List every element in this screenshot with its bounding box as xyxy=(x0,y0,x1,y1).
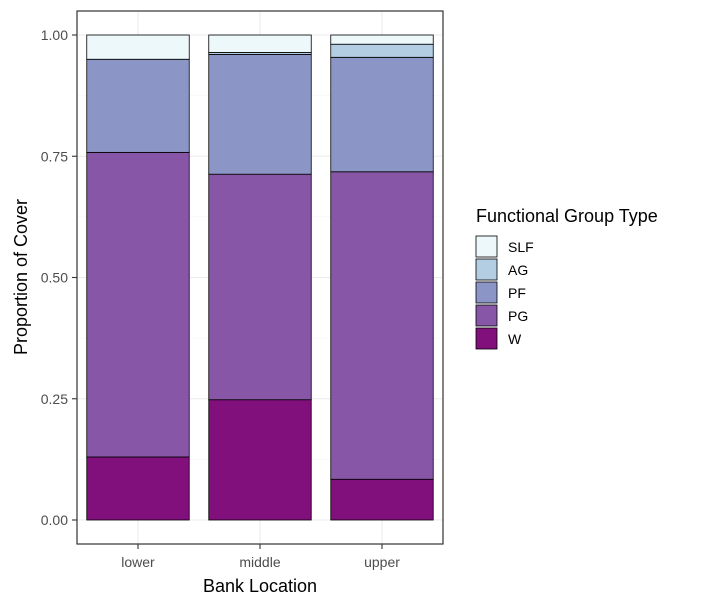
y-tick-label: 0.00 xyxy=(41,512,68,528)
legend-label-pf: PF xyxy=(508,285,526,301)
bar-segment-pg-lower xyxy=(86,151,190,458)
y-tick-label: 1.00 xyxy=(41,27,68,43)
bar-segment-w-upper xyxy=(330,478,434,521)
bar-segment-slf-middle xyxy=(208,34,312,53)
bars xyxy=(86,34,434,521)
bar-segment-w-middle xyxy=(208,399,312,521)
bar-segment-pf-middle xyxy=(208,54,312,175)
legend-label-pg: PG xyxy=(508,308,528,324)
legend-title: Functional Group Type xyxy=(476,206,658,226)
legend-key-pg xyxy=(475,304,498,327)
y-axis: 0.00 0.25 0.50 0.75 1.00 xyxy=(41,27,77,528)
x-axis-title: Bank Location xyxy=(203,576,317,596)
bar-segment-pf-lower xyxy=(86,58,190,153)
legend-key-w xyxy=(475,327,498,350)
y-tick-label: 0.25 xyxy=(41,391,68,407)
bar-segment-slf-upper xyxy=(330,34,434,45)
bar-segment-w-lower xyxy=(86,456,190,521)
y-tick-label: 0.75 xyxy=(41,148,68,164)
x-tick-label: lower xyxy=(121,554,155,570)
legend: Functional Group Type SLF AG PF PG W xyxy=(475,206,658,350)
bar-segment-pf-upper xyxy=(330,56,434,173)
legend-label-w: W xyxy=(508,331,522,347)
x-tick-label: middle xyxy=(239,554,280,570)
bar-segment-ag-upper xyxy=(330,43,434,58)
legend-key-slf xyxy=(475,235,498,258)
y-axis-title: Proportion of Cover xyxy=(11,199,31,355)
x-tick-label: upper xyxy=(364,554,400,570)
legend-key-pf xyxy=(475,281,498,304)
legend-label-slf: SLF xyxy=(508,239,534,255)
bar-segment-pg-upper xyxy=(330,171,434,480)
bar-segment-pg-middle xyxy=(208,173,312,401)
y-tick-label: 0.50 xyxy=(41,270,68,286)
legend-label-ag: AG xyxy=(508,262,528,278)
legend-key-ag xyxy=(475,258,498,281)
bar-segment-slf-lower xyxy=(86,34,190,60)
x-axis: lower middle upper xyxy=(121,544,400,570)
